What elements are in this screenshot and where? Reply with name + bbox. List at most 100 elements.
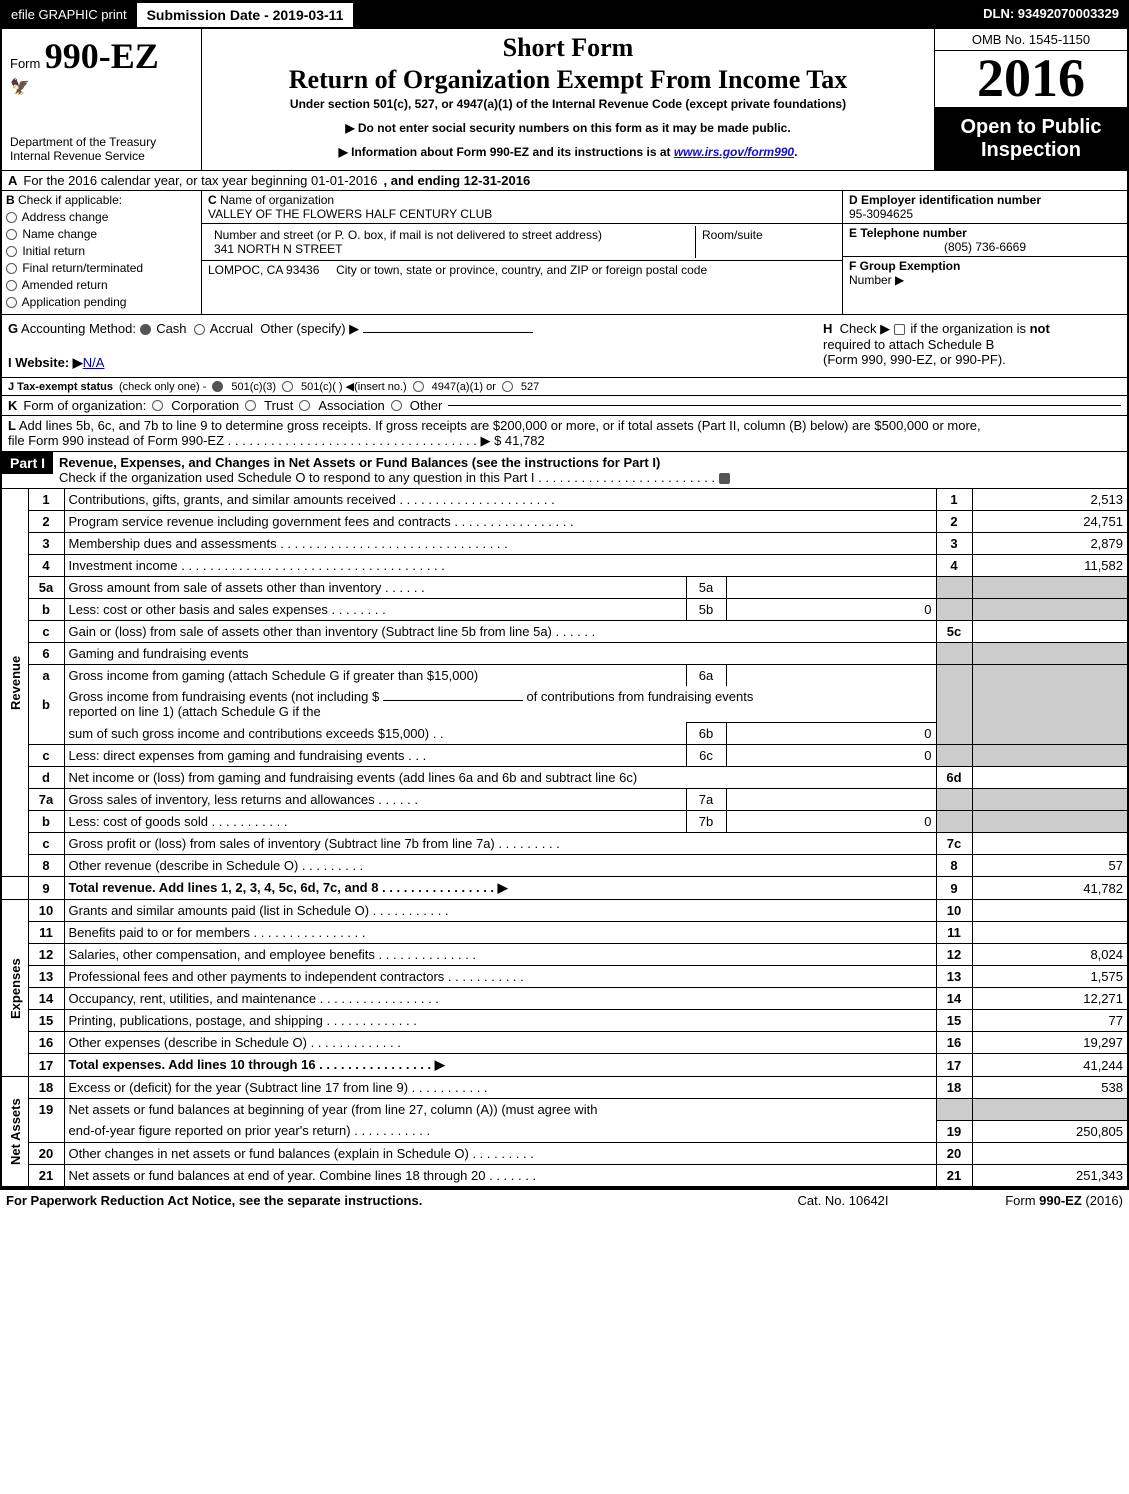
g-other-line[interactable] [363, 332, 533, 333]
rn5c: 5c [936, 621, 972, 643]
j-501c: 501(c)( ) ◀(insert no.) [301, 380, 407, 393]
n9: 9 [28, 877, 64, 900]
city-value: LOMPOC, CA 93436 [208, 263, 319, 277]
k-other-line[interactable] [448, 405, 1121, 406]
n11: 11 [28, 922, 64, 944]
chk-corp[interactable] [152, 400, 163, 411]
chk-h[interactable] [894, 324, 905, 335]
v6c [972, 745, 1127, 767]
chk-schedule-o[interactable] [719, 473, 730, 484]
sn5a: 5a [686, 577, 726, 599]
v5b [972, 599, 1127, 621]
n6c: c [28, 745, 64, 767]
footer-mid: Cat. No. 10642I [743, 1193, 943, 1208]
chk-address-change[interactable]: Address change [6, 210, 197, 224]
n6: 6 [28, 643, 64, 665]
rn1: 1 [936, 489, 972, 511]
chk-trust[interactable] [245, 400, 256, 411]
n7a: 7a [28, 789, 64, 811]
row-1: Revenue 1 Contributions, gifts, grants, … [2, 489, 1127, 511]
chk-name-change[interactable]: Name change [6, 227, 197, 241]
irs-seal-icon: 🦅 [10, 77, 197, 97]
rn18: 18 [936, 1077, 972, 1099]
row-21: 21Net assets or fund balances at end of … [2, 1164, 1127, 1186]
v19p [972, 1099, 1127, 1121]
form990-link[interactable]: www.irs.gov/form990 [674, 145, 794, 159]
chk-final-return[interactable]: Final return/terminated [6, 261, 197, 275]
open-to-public: Open to Public Inspection [935, 108, 1127, 170]
v17: 41,244 [972, 1054, 1127, 1077]
h-text2: if the organization is [910, 321, 1029, 336]
sn6a: 6a [686, 665, 726, 687]
v15: 77 [972, 1010, 1127, 1032]
n3: 3 [28, 533, 64, 555]
chk-501c3[interactable] [212, 381, 223, 392]
row-18: Net Assets 18Excess or (deficit) for the… [2, 1077, 1127, 1099]
line-a-label: A [8, 173, 17, 188]
chk-application-pending[interactable]: Application pending [6, 295, 197, 309]
row-17: 17Total expenses. Add lines 10 through 1… [2, 1054, 1127, 1077]
v14: 12,271 [972, 988, 1127, 1010]
line-j: J Tax-exempt status(check only one) - 50… [2, 377, 1127, 395]
j-4947: 4947(a)(1) or [432, 381, 496, 393]
rn19b: 19 [936, 1120, 972, 1142]
dept-irs: Internal Revenue Service [10, 149, 197, 163]
v18: 538 [972, 1077, 1127, 1099]
line-a-text2: , and ending 12-31-2016 [384, 173, 531, 188]
box-c: C Name of organization VALLEY OF THE FLO… [202, 191, 842, 314]
short-form-label: Short Form [212, 33, 924, 63]
chk-initial-return[interactable]: Initial return [6, 244, 197, 258]
lbl-amend: Amended return [22, 278, 108, 292]
sn6bs: 6b [686, 723, 726, 745]
rn16: 16 [936, 1032, 972, 1054]
group-exempt-number: Number ▶ [849, 273, 1121, 287]
rn11: 11 [936, 922, 972, 944]
box-b: B Check if applicable: Address change Na… [2, 191, 202, 314]
d21: Net assets or fund balances at end of ye… [64, 1164, 936, 1186]
h-not: not [1030, 321, 1050, 336]
n6b: b [28, 686, 64, 723]
side-expenses: Expenses [2, 900, 28, 1077]
box-c-text: Name of organization [220, 193, 334, 207]
chk-4947[interactable] [413, 381, 424, 392]
d19b: end-of-year figure reported on prior yea… [64, 1120, 936, 1142]
chk-501c[interactable] [282, 381, 293, 392]
dept-treasury: Department of the Treasury [10, 135, 197, 149]
i-label: I Website: ▶ [8, 355, 83, 370]
city-label: City or town, state or province, country… [336, 263, 707, 277]
chk-accrual[interactable] [194, 324, 205, 335]
d16: Other expenses (describe in Schedule O) … [64, 1032, 936, 1054]
rn7c: 7c [936, 833, 972, 855]
line-k: K Form of organization: Corporation Trus… [2, 395, 1127, 415]
row-6: 6Gaming and fundraising events [2, 643, 1127, 665]
rn17: 17 [936, 1054, 972, 1077]
d7c: Gross profit or (loss) from sales of inv… [64, 833, 936, 855]
row-5c: cGain or (loss) from sale of assets othe… [2, 621, 1127, 643]
rn21: 21 [936, 1164, 972, 1186]
n19b [28, 1120, 64, 1142]
lbl-addr: Address change [22, 210, 109, 224]
website-value[interactable]: N/A [83, 355, 105, 370]
d20: Other changes in net assets or fund bala… [64, 1142, 936, 1164]
g-label: G [8, 321, 18, 336]
k-other: Other [410, 398, 443, 413]
v7b [972, 811, 1127, 833]
d6d: Net income or (loss) from gaming and fun… [64, 767, 936, 789]
box-c-label: C [208, 193, 217, 207]
chk-cash[interactable] [140, 324, 151, 335]
note-info-suffix: . [794, 145, 797, 159]
chk-assoc[interactable] [299, 400, 310, 411]
efile-print-button[interactable]: efile GRAPHIC print [2, 2, 136, 28]
g-accr: Accrual [210, 321, 253, 336]
d6b-blank[interactable] [383, 700, 523, 701]
j-paren: (check only one) - [119, 381, 206, 393]
v10 [972, 900, 1127, 922]
header-left: Form 990-EZ 🦅 Department of the Treasury… [2, 29, 202, 170]
part1-title: Revenue, Expenses, and Changes in Net As… [59, 455, 660, 470]
chk-amended-return[interactable]: Amended return [6, 278, 197, 292]
chk-527[interactable] [502, 381, 513, 392]
tax-year: 2016 [935, 51, 1127, 108]
v19b: 250,805 [972, 1120, 1127, 1142]
chk-other[interactable] [391, 400, 402, 411]
note-info: ▶ Information about Form 990-EZ and its … [212, 145, 924, 159]
